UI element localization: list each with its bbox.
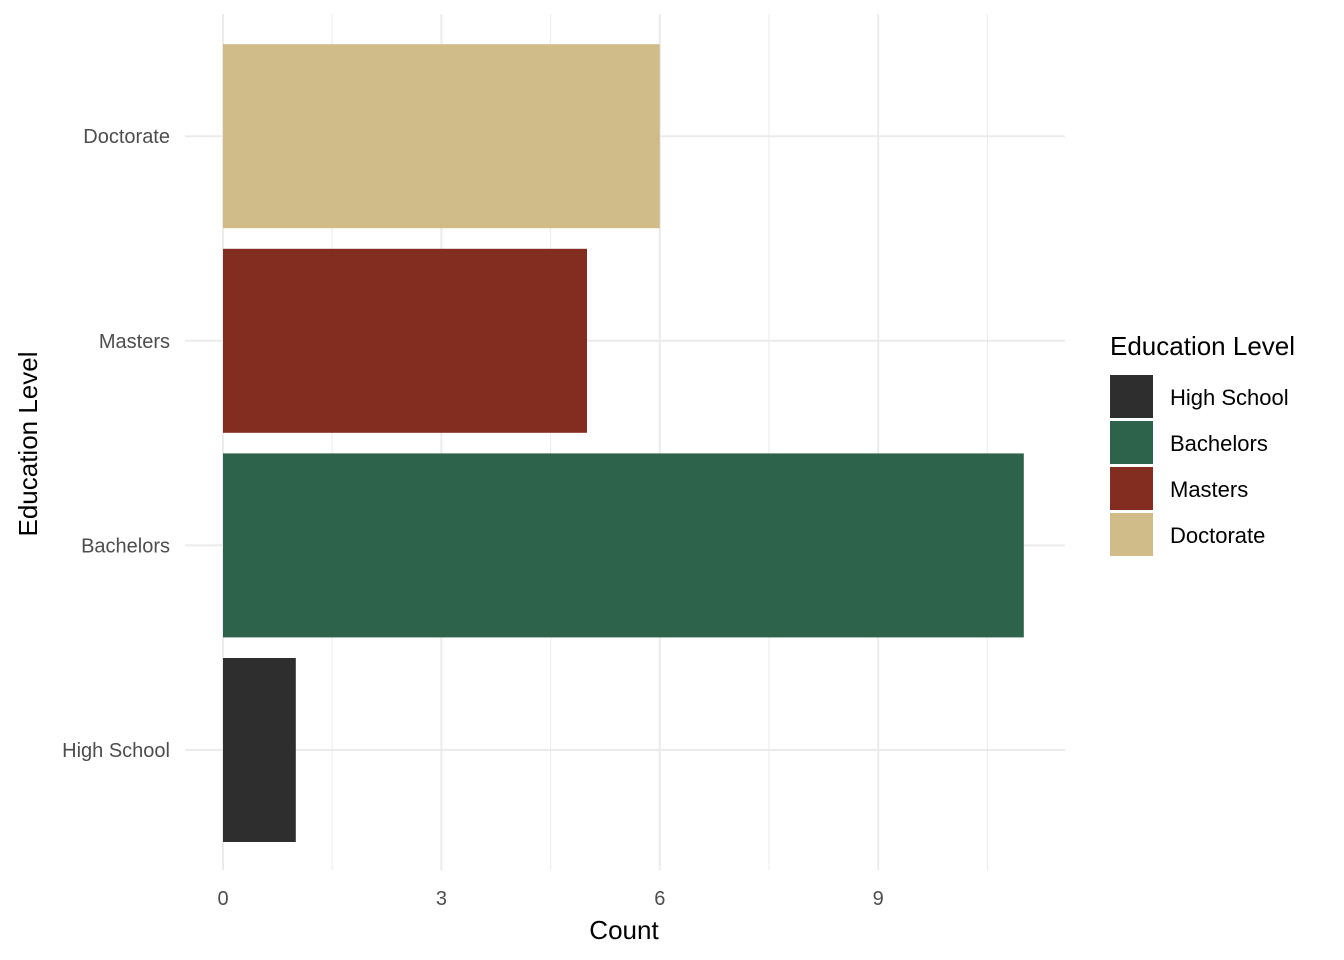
bar-masters	[223, 248, 587, 433]
bar-bachelors	[223, 453, 1024, 638]
y-tick-label: Bachelors	[81, 535, 170, 557]
x-tick-label: 0	[217, 888, 228, 910]
legend-label: Bachelors	[1170, 431, 1268, 456]
legend-swatch	[1110, 513, 1153, 556]
legend-label: Doctorate	[1170, 523, 1265, 548]
x-tick-label: 6	[654, 888, 665, 910]
legend: Education Level High School Bachelors Mast…	[1110, 331, 1295, 556]
x-axis-tick-labels: 0 3 6 9	[217, 888, 883, 910]
bars	[223, 44, 1024, 842]
x-tick-label: 9	[873, 888, 884, 910]
bar-doctorate	[223, 44, 660, 229]
legend-swatch	[1110, 375, 1153, 418]
bar-high-school	[223, 658, 296, 842]
y-axis-tick-labels: High School Bachelors Masters Doctorate	[62, 126, 170, 762]
legend-swatch	[1110, 467, 1153, 510]
legend-swatch	[1110, 421, 1153, 464]
y-axis-title: Education Level	[13, 351, 43, 536]
legend-label: Masters	[1170, 477, 1248, 502]
legend-title: Education Level	[1110, 331, 1295, 361]
y-tick-label: Masters	[99, 331, 170, 353]
y-tick-label: Doctorate	[83, 126, 170, 148]
y-tick-label: High School	[62, 740, 170, 762]
legend-label: High School	[1170, 385, 1289, 410]
x-tick-label: 3	[436, 888, 447, 910]
x-axis-title: Count	[589, 915, 659, 945]
